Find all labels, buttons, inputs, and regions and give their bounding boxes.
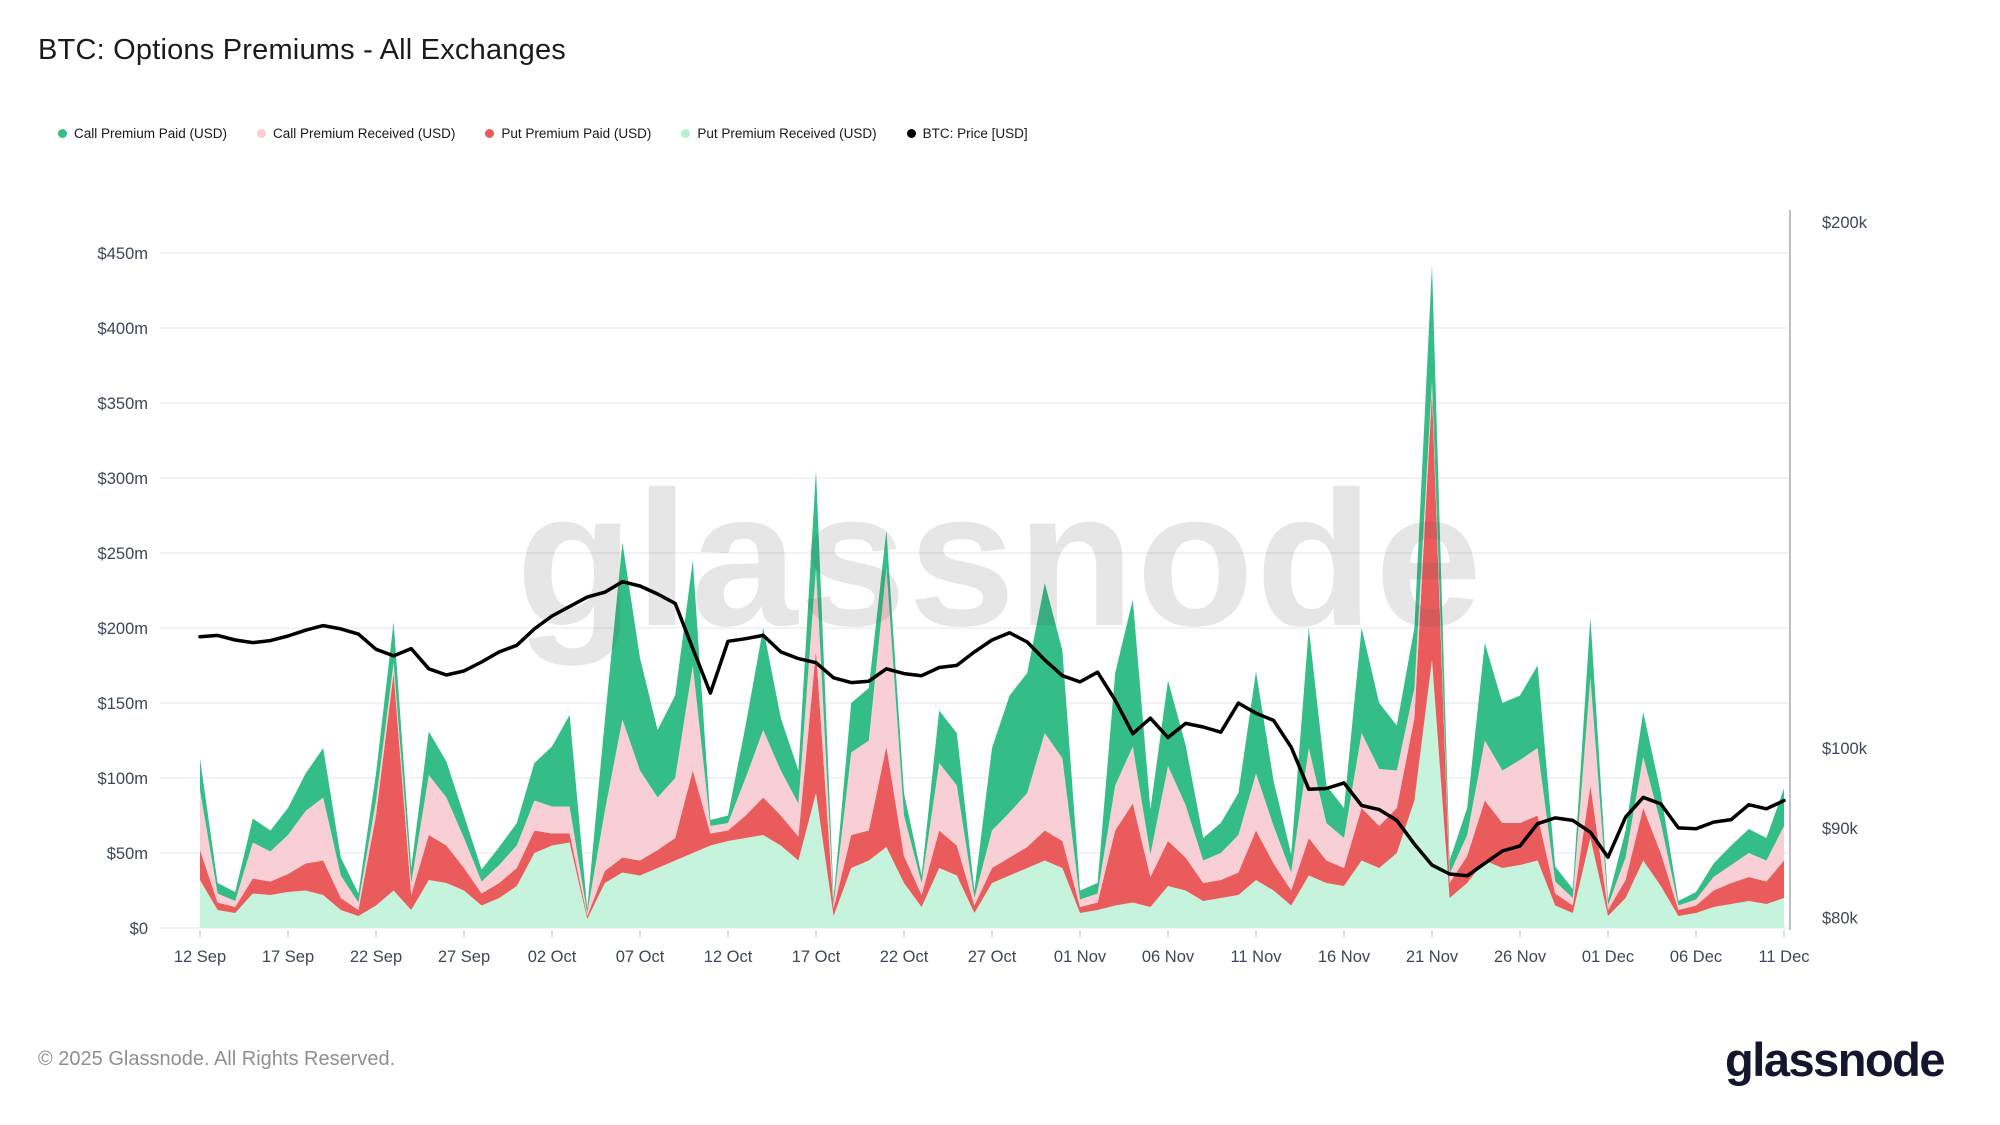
legend-item-label: Call Premium Received (USD) (273, 126, 456, 141)
x-axis-tick-label: 26 Nov (1494, 948, 1547, 966)
left-axis-tick-label: $150m (98, 695, 148, 713)
x-axis-tick-label: 11 Nov (1230, 948, 1282, 966)
x-axis-tick-label: 27 Oct (968, 948, 1017, 966)
left-axis-tick-label: $450m (98, 245, 148, 263)
legend-item-put-premium-paid-usd[interactable]: Put Premium Paid (USD) (485, 126, 651, 141)
area-call-premium-paid-usd (200, 265, 1784, 913)
legend-item-label: BTC: Price [USD] (922, 126, 1028, 141)
x-axis-tick-label: 07 Oct (616, 948, 665, 966)
x-axis-tick-label: 17 Oct (792, 948, 841, 966)
x-axis-tick-label: 22 Sep (350, 948, 402, 966)
glassnode-logo: glassnode (1725, 1033, 1945, 1086)
legend-dot-icon (681, 129, 691, 138)
x-axis-tick-label: 06 Dec (1670, 948, 1722, 966)
copyright-text: © 2025 Glassnode. All Rights Reserved. (38, 1048, 396, 1070)
legend-dot-icon (257, 129, 267, 138)
legend-item-call-premium-received-usd[interactable]: Call Premium Received (USD) (257, 126, 455, 141)
left-axis-tick-label: $200m (98, 620, 148, 638)
x-axis-tick-label: 01 Nov (1054, 948, 1107, 966)
area-put-premium-received-usd (200, 659, 1784, 928)
legend-item-btc-price-usd[interactable]: BTC: Price [USD] (906, 126, 1028, 141)
legend-item-label: Put Premium Received (USD) (697, 126, 877, 141)
x-axis-tick-label: 27 Sep (438, 948, 490, 966)
legend-item-label: Call Premium Paid (USD) (74, 126, 228, 141)
right-axis-tick-label: $90k (1822, 820, 1859, 838)
options-premiums-chart: $0 $50m $100m $150m $200m $250m $300m $350m $400… (98, 210, 1868, 966)
legend-dot-icon (485, 129, 495, 138)
x-axis-tick-label: 11 Dec (1758, 948, 1809, 966)
page-title: BTC: Options Premiums - All Exchanges (38, 34, 566, 66)
legend-item-call-premium-paid-usd[interactable]: Call Premium Paid (USD) (58, 126, 227, 141)
x-axis-tick-label: 12 Oct (704, 948, 753, 966)
btc-price-line (198, 579, 1786, 878)
right-axis-tick-label: $80k (1822, 909, 1859, 927)
x-axis-tick-label: 21 Nov (1406, 948, 1459, 966)
x-axis-tick-label: 02 Oct (528, 948, 577, 966)
x-axis-tick-label: 16 Nov (1318, 948, 1371, 966)
legend-item-put-premium-received-usd[interactable]: Put Premium Received (USD) (681, 126, 877, 141)
left-axis-tick-label: $100m (98, 770, 148, 788)
left-axis-tick-label: $0 (130, 920, 148, 938)
right-axis-tick-label: $100k (1822, 740, 1868, 758)
x-axis-tick-label: 22 Oct (880, 948, 929, 966)
legend-dot-icon (906, 129, 916, 138)
x-axis-tick-label: 17 Sep (262, 948, 314, 966)
glassnode-watermark: glassnode (516, 451, 1484, 666)
x-axis-tick-label: 06 Nov (1142, 948, 1195, 966)
chart-legend: Call Premium Paid (USD) Call Premium Rece… (58, 126, 1028, 141)
left-axis-tick-label: $350m (98, 395, 148, 413)
legend-dot-icon (58, 129, 67, 138)
legend-item-label: Put Premium Paid (USD) (501, 126, 652, 141)
x-axis-tick-label: 01 Dec (1582, 948, 1634, 966)
x-axis-tick-label: 12 Sep (174, 948, 226, 966)
left-axis-tick-label: $50m (107, 845, 148, 863)
left-axis-tick-label: $300m (98, 470, 148, 488)
right-axis-tick-label: $200k (1822, 214, 1868, 232)
left-axis-tick-label: $400m (98, 320, 148, 338)
area-call-premium-received-usd (200, 380, 1784, 916)
left-axis-tick-label: $250m (98, 545, 148, 563)
